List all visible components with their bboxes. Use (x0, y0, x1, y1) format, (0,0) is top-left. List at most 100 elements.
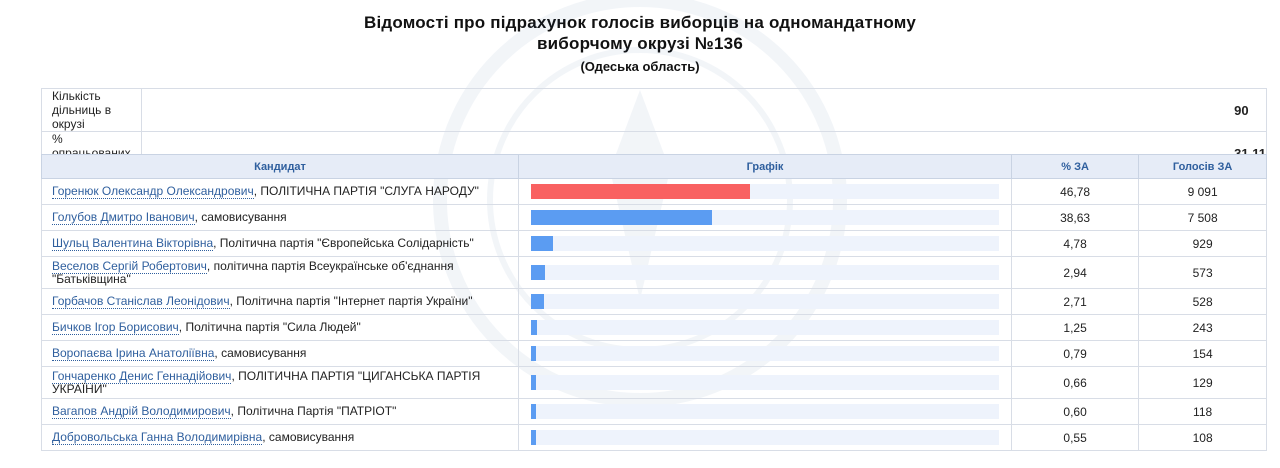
candidate-party: , політична партія Всеукраїнське об'єдна… (52, 258, 454, 286)
vote-bar (531, 265, 545, 280)
graph-cell (518, 288, 1012, 315)
vote-bar-track (531, 236, 1000, 251)
percent-cell: 46,78 (1010, 178, 1140, 205)
vote-bar-track (531, 294, 1000, 309)
candidate-name-link[interactable]: Горбачов Станіслав Леонідович (52, 294, 230, 309)
candidate-row: Добровольська Ганна Володимирівна, самов… (40, 424, 1267, 451)
vote-bar (531, 404, 537, 419)
candidate-name-link[interactable]: Гончаренко Денис Геннадійович (52, 368, 232, 384)
candidate-row: Голубов Дмитро Іванович, самовисування 38… (40, 204, 1267, 231)
vote-bar-track (531, 320, 1000, 335)
candidate-row: Шульц Валентина Вікторівна, Політична па… (40, 230, 1267, 257)
votes-cell: 573 (1138, 256, 1267, 289)
votes-cell: 9 091 (1138, 178, 1267, 205)
percent-cell: 0,79 (1010, 340, 1140, 367)
candidate-name-link[interactable]: Бичков Ігор Борисович (52, 320, 179, 335)
candidate-row: Веселов Сергій Робертович, політична пар… (40, 256, 1267, 289)
vote-bar-track (531, 430, 1000, 445)
page-title: Відомості про підрахунок голосів виборці… (0, 0, 1280, 54)
candidate-row: Бичков Ігор Борисович, Політична партія … (40, 314, 1267, 341)
column-header-candidate: Кандидат (40, 154, 520, 179)
vote-bar (531, 346, 537, 361)
title-line-1: Відомості про підрахунок голосів виборці… (364, 13, 916, 32)
candidate-party: , самовисування (214, 346, 307, 360)
votes-cell: 243 (1138, 314, 1267, 341)
votes-cell: 929 (1138, 230, 1267, 257)
votes-cell: 108 (1138, 424, 1267, 451)
candidate-name-link[interactable]: Горенюк Олександр Олександрович (52, 184, 254, 199)
votes-cell: 154 (1138, 340, 1267, 367)
candidate-row: Горбачов Станіслав Леонідович, Політична… (40, 288, 1267, 315)
stats-row: Кількість дільниць в окрузі 90 (40, 88, 1267, 132)
vote-bar-track (531, 210, 1000, 225)
candidate-cell: Горбачов Станіслав Леонідович, Політична… (40, 288, 520, 315)
region-subtitle: (Одеська область) (580, 59, 700, 74)
graph-cell (518, 178, 1012, 205)
graph-cell (518, 366, 1012, 399)
results-table: Кандидат Графік % ЗА Голосів ЗА Горенюк … (40, 154, 1267, 451)
percent-cell: 0,60 (1010, 398, 1140, 425)
results-body: Горенюк Олександр Олександрович, ПОЛІТИЧ… (40, 178, 1267, 451)
percent-cell: 0,66 (1010, 366, 1140, 399)
candidate-name-link[interactable]: Вагапов Андрій Володимирович (52, 404, 231, 419)
votes-cell: 7 508 (1138, 204, 1267, 231)
vote-bar-track (531, 265, 1000, 280)
vote-bar (531, 294, 544, 309)
vote-bar (531, 236, 554, 251)
column-header-graph: Графік (518, 154, 1012, 179)
candidate-name-link[interactable]: Шульц Валентина Вікторівна (52, 236, 214, 251)
candidate-cell: Шульц Валентина Вікторівна, Політична па… (40, 230, 520, 257)
votes-cell: 129 (1138, 366, 1267, 399)
percent-cell: 4,78 (1010, 230, 1140, 257)
candidate-cell: Горенюк Олександр Олександрович, ПОЛІТИЧ… (40, 178, 520, 205)
vote-bar-track (531, 346, 1000, 361)
candidate-row: Вагапов Андрій Володимирович, Політична … (40, 398, 1267, 425)
graph-cell (518, 204, 1012, 231)
vote-bar (531, 210, 712, 225)
vote-bar (531, 184, 750, 199)
candidate-party: , Політична партія "Інтернет партія Укра… (229, 294, 473, 308)
candidate-name-link[interactable]: Веселов Сергій Робертович (52, 258, 207, 274)
column-header-votes: Голосів ЗА (1138, 154, 1267, 179)
stats-label: Кількість дільниць в окрузі (40, 88, 143, 132)
page-header: Відомості про підрахунок голосів виборці… (0, 0, 1280, 75)
title-line-2: виборчому окрузі №136 (536, 34, 743, 53)
candidate-name-link[interactable]: Воропаєва Ірина Анатоліївна (52, 346, 215, 361)
candidate-party: , самовисування (194, 210, 287, 224)
candidate-cell: Добровольська Ганна Володимирівна, самов… (40, 424, 520, 451)
graph-cell (518, 256, 1012, 289)
candidate-name-link[interactable]: Добровольська Ганна Володимирівна (52, 430, 263, 445)
vote-bar-track (531, 375, 1000, 390)
column-header-percent: % ЗА (1010, 154, 1140, 179)
candidate-cell: Бичков Ігор Борисович, Політична партія … (40, 314, 520, 341)
candidate-name-link[interactable]: Голубов Дмитро Іванович (52, 210, 195, 225)
percent-cell: 2,94 (1010, 256, 1140, 289)
vote-bar (531, 430, 537, 445)
percent-cell: 38,63 (1010, 204, 1140, 231)
graph-cell (518, 314, 1012, 341)
candidate-cell: Вагапов Андрій Володимирович, Політична … (40, 398, 520, 425)
vote-bar (531, 320, 537, 335)
graph-cell (518, 424, 1012, 451)
candidate-cell: Веселов Сергій Робертович, політична пар… (40, 256, 520, 289)
vote-bar-track (531, 184, 1000, 199)
candidate-party: , Політична Партія "ПАТРІОТ" (230, 404, 397, 418)
graph-cell (518, 340, 1012, 367)
graph-cell (518, 398, 1012, 425)
candidate-party: , ПОЛІТИЧНА ПАРТІЯ "СЛУГА НАРОДУ" (253, 184, 479, 198)
percent-cell: 2,71 (1010, 288, 1140, 315)
vote-bar-track (531, 404, 1000, 419)
candidate-party: , Політична партія "Сила Людей" (178, 320, 361, 334)
candidate-party: , самовисування (262, 430, 355, 444)
candidate-cell: Гончаренко Денис Геннадійович, ПОЛІТИЧНА… (40, 366, 520, 399)
percent-cell: 0,55 (1010, 424, 1140, 451)
results-header-row: Кандидат Графік % ЗА Голосів ЗА (40, 154, 1267, 179)
graph-cell (518, 230, 1012, 257)
votes-cell: 528 (1138, 288, 1267, 315)
vote-bar (531, 375, 537, 390)
candidate-row: Горенюк Олександр Олександрович, ПОЛІТИЧ… (40, 178, 1267, 205)
percent-cell: 1,25 (1010, 314, 1140, 341)
candidate-row: Гончаренко Денис Геннадійович, ПОЛІТИЧНА… (40, 366, 1267, 399)
candidate-party: , ПОЛІТИЧНА ПАРТІЯ "ЦИГАНСЬКА ПАРТІЯ УКР… (52, 368, 481, 396)
stats-value: 90 (141, 88, 1267, 132)
